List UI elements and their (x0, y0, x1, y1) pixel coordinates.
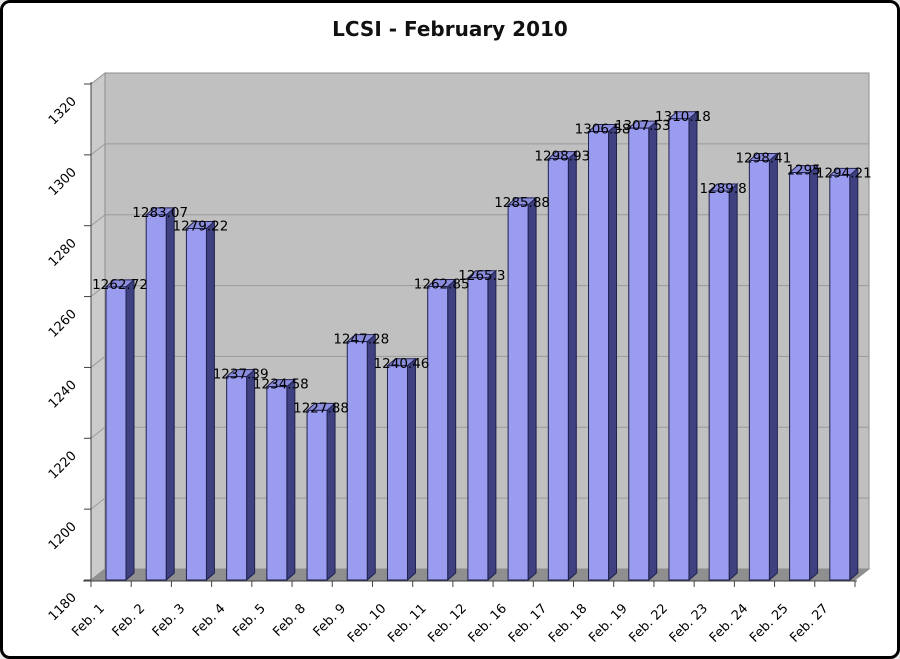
bar (668, 118, 690, 581)
bar-value-label: 1295 (786, 163, 820, 179)
bar (829, 174, 851, 581)
bar-side (608, 123, 618, 582)
x-tick-label: Feb. 24 (707, 601, 751, 645)
bar-side (809, 164, 819, 582)
gridline-bevel (90, 214, 106, 227)
bar (145, 214, 167, 581)
bar-value-label: 1306.58 (575, 122, 631, 138)
bar-value-label: 1237.39 (213, 367, 269, 383)
bar-value-label: 1310.18 (655, 109, 711, 125)
bar-side (326, 402, 336, 582)
y-tick-label: 1200 (46, 519, 80, 553)
x-tick-label: Feb. 3 (150, 601, 189, 640)
gridline-bevel (90, 497, 106, 510)
bar-value-label: 1285.88 (494, 195, 550, 211)
x-tick-label: Feb. 16 (466, 601, 510, 645)
bar (547, 158, 569, 581)
bar-side (567, 150, 577, 582)
x-tick-label: Feb. 27 (787, 601, 831, 645)
x-tick-label: Feb. 4 (190, 601, 229, 640)
x-tick-label: Feb. 17 (506, 601, 550, 645)
bar (588, 131, 610, 581)
bar (346, 341, 368, 581)
x-tick-label: Feb. 5 (230, 601, 269, 640)
bar-side (527, 196, 537, 582)
bar-value-label: 1247.28 (333, 332, 389, 348)
bar-value-label: 1262.72 (92, 277, 148, 293)
bar-side (728, 182, 738, 582)
x-tick-label: Feb. 12 (425, 601, 469, 645)
bar-side (447, 278, 457, 582)
x-tick-label: Feb. 25 (747, 601, 791, 645)
bar-side (487, 269, 497, 582)
bar (708, 190, 730, 581)
bar-side (688, 110, 698, 582)
y-tick-label: 1180 (46, 590, 80, 624)
bar (386, 365, 408, 581)
gridline-bevel (90, 285, 106, 297)
bar-value-label: 1262.85 (414, 276, 470, 292)
bar-value-label: 1240.46 (374, 356, 430, 372)
bar-value-label: 1283.07 (132, 205, 188, 221)
bar (789, 172, 811, 581)
bar (185, 227, 207, 581)
bar-side (849, 167, 859, 582)
bar-side (165, 206, 175, 582)
bar-side (246, 368, 256, 582)
bar-value-label: 1234.58 (253, 377, 309, 393)
y-tick-label: 1260 (46, 307, 80, 341)
x-tick-label: Feb. 8 (270, 601, 309, 640)
bar-value-label: 1307.53 (615, 118, 671, 134)
bar (105, 286, 127, 581)
x-tick-label: Feb. 22 (626, 601, 670, 645)
bar (507, 204, 529, 581)
y-tick-label: 1280 (46, 236, 80, 270)
y-tick-label: 1300 (46, 165, 80, 199)
x-tick-label: Feb. 1 (69, 601, 108, 640)
bar-value-label: 1227.88 (293, 400, 349, 416)
bar (266, 386, 288, 581)
y-tick-label: 1320 (46, 94, 80, 128)
x-tick-label: Feb. 9 (311, 601, 350, 640)
y-tick-label: 1240 (46, 378, 80, 412)
bar-value-label: 1298.41 (735, 150, 791, 166)
chart-title: LCSI - February 2010 (332, 17, 568, 41)
x-tick-label: Feb. 11 (385, 601, 429, 645)
bar (427, 285, 449, 581)
x-tick-label: Feb. 19 (586, 601, 630, 645)
bar (628, 127, 650, 581)
gridline-bevel (90, 143, 106, 156)
bar-side (406, 357, 416, 582)
bar (226, 376, 248, 581)
bar (748, 159, 770, 581)
bar (306, 409, 328, 581)
bar-side (205, 220, 215, 582)
bar-side (125, 278, 135, 582)
bar-value-label: 1279.22 (173, 218, 229, 234)
x-tick-label: Feb. 2 (110, 601, 149, 640)
bar-value-label: 1265.3 (458, 268, 505, 284)
bar-value-label: 1298.93 (534, 149, 590, 165)
bar-value-label: 1289.8 (700, 181, 747, 197)
gridline-bevel (90, 426, 106, 439)
gridline-bevel (90, 356, 106, 368)
bar-value-label: 1294.21 (816, 165, 872, 181)
bar-side (768, 152, 778, 582)
x-tick-label: Feb. 23 (667, 601, 711, 645)
x-tick-label: Feb. 10 (345, 601, 389, 645)
bar (467, 277, 489, 581)
y-tick-label: 1220 (46, 449, 80, 483)
bar-side (648, 120, 658, 582)
x-tick-label: Feb. 18 (546, 601, 590, 645)
